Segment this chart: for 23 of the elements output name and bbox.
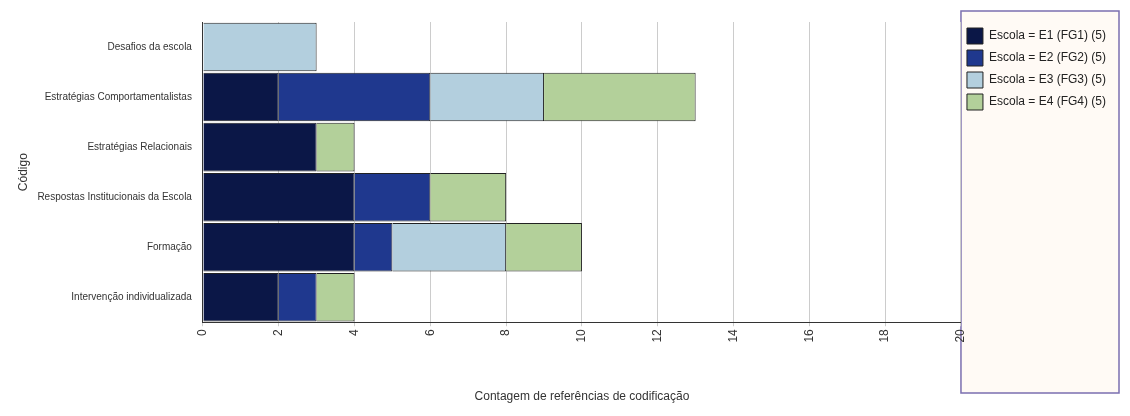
y-tick-label: Intervenção individualizada bbox=[71, 290, 193, 302]
x-tick-label: 16 bbox=[801, 328, 816, 343]
y-tick-label: Formação bbox=[146, 240, 193, 252]
y-tick-label: Desafios da escola bbox=[107, 40, 193, 52]
x-tick-label: 12 bbox=[650, 328, 665, 343]
legend-label: Escola = E1 (FG1) (5) bbox=[988, 28, 1107, 43]
y-tick-label: Respostas Institucionais da Escola bbox=[37, 190, 193, 202]
x-tick-label: 0 bbox=[195, 328, 210, 336]
legend-label: Escola = E3 (FG3) (5) bbox=[988, 72, 1107, 87]
legend-label: Escola = E2 (FG2) (5) bbox=[988, 50, 1107, 65]
y-tick-label: Estratégias Relacionais bbox=[87, 140, 192, 152]
y-tick-label: Estratégias Comportamentalistas bbox=[44, 90, 192, 102]
legend-label: Escola = E4 (FG4) (5) bbox=[988, 94, 1107, 109]
x-tick-label: 20 bbox=[953, 328, 968, 343]
x-tick-label: 18 bbox=[877, 328, 892, 343]
x-tick-label: 6 bbox=[422, 328, 437, 336]
y-axis-title: Código bbox=[15, 152, 30, 192]
x-tick-label: 10 bbox=[574, 328, 589, 343]
x-tick-label: 4 bbox=[346, 328, 361, 336]
x-axis-title: Contagem de referências de codificação bbox=[474, 389, 690, 404]
x-tick-label: 2 bbox=[271, 328, 286, 336]
x-tick-label: 14 bbox=[725, 328, 740, 343]
x-tick-label: 8 bbox=[498, 328, 513, 336]
